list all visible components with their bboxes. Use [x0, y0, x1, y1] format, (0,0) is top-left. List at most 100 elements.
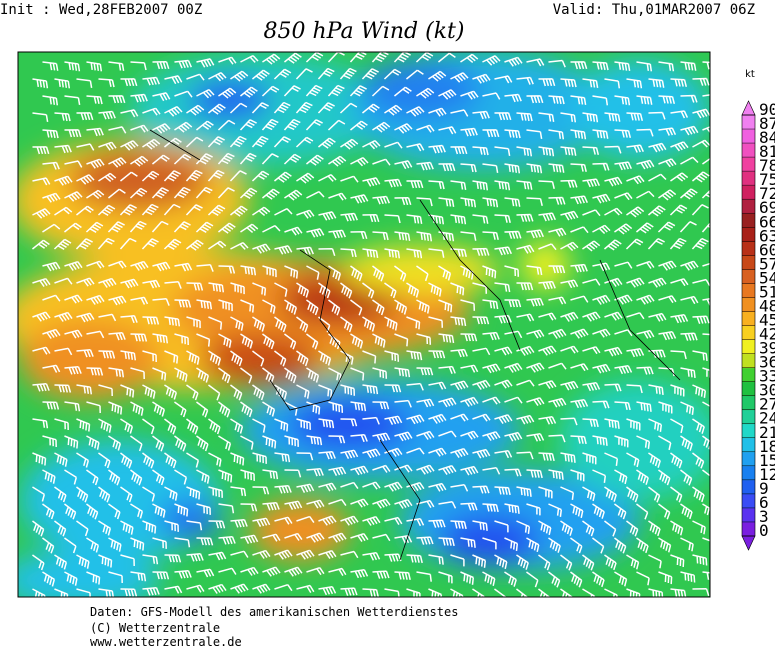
wind-barb: [406, 248, 423, 259]
wind-barb: [724, 123, 742, 131]
wind-barb: [174, 333, 189, 346]
wind-barb: [32, 452, 47, 466]
wind-barb: [714, 419, 725, 434]
wind-barb: [274, 282, 288, 297]
wind-barb: [130, 61, 147, 71]
wind-barb: [548, 163, 565, 173]
wind-barb: [604, 383, 622, 392]
wind-barb: [76, 520, 89, 537]
wind-barb: [538, 554, 551, 571]
wind-barb: [702, 537, 710, 542]
wind-barb: [262, 566, 281, 577]
wind-barb: [230, 242, 249, 250]
wind-barb: [372, 498, 391, 509]
wind-barb: [570, 195, 588, 205]
wind-barb: [86, 61, 103, 72]
wind-barb: [548, 503, 563, 517]
wind-barb: [362, 350, 377, 364]
color-box: [742, 185, 755, 200]
wind-barb: [108, 401, 123, 415]
wind-barb: [526, 58, 545, 67]
wind-barb: [438, 365, 456, 374]
wind-barb: [626, 418, 641, 431]
wind-barb: [164, 316, 181, 327]
wind-barb: [394, 571, 411, 580]
wind-barb: [570, 129, 587, 140]
wind-barb: [680, 469, 693, 486]
map-frame: [17, 51, 711, 598]
wind-barb: [362, 282, 375, 299]
wind-barb: [186, 452, 200, 468]
wind-barb: [151, 220, 169, 233]
wind-barb: [86, 469, 99, 486]
color-box: [742, 227, 755, 242]
wind-barb: [714, 351, 727, 363]
wind-barb: [680, 503, 693, 520]
wind-barb: [384, 415, 403, 425]
wind-barb: [450, 447, 469, 459]
wind-barb: [54, 418, 69, 431]
wind-barb: [340, 418, 358, 427]
wind-barb: [648, 452, 661, 468]
wind-barb: [428, 282, 442, 297]
wind-barb: [350, 265, 363, 282]
wind-barb: [64, 503, 77, 520]
wind-barb: [504, 431, 523, 442]
wind-barb: [240, 503, 258, 512]
wind-barb: [120, 350, 137, 361]
wind-barb: [372, 464, 391, 473]
wind-barb: [482, 92, 501, 100]
wind-barb: [472, 146, 489, 156]
wind-barb: [680, 435, 693, 451]
wind-barb: [394, 299, 408, 315]
tick-label: 63: [759, 226, 775, 245]
wind-barb: [658, 158, 677, 168]
wind-barb: [76, 112, 94, 121]
wind-barb: [64, 401, 81, 412]
wind-barb: [350, 465, 369, 476]
wind-barb: [450, 72, 469, 83]
wind-barb: [472, 448, 491, 459]
wind-barb: [714, 385, 726, 399]
tick-label: 0: [759, 521, 769, 540]
wind-barb: [614, 365, 633, 375]
wind-barb: [97, 237, 115, 250]
wind-barb: [130, 537, 145, 551]
wind-barb: [560, 179, 578, 188]
wind-barb: [318, 515, 337, 526]
wind-barb: [406, 382, 424, 391]
wind-barb: [306, 499, 325, 509]
wind-barb: [428, 70, 447, 82]
wind-barb: [604, 486, 617, 502]
wind-barb: [273, 171, 292, 183]
wind-barb: [340, 481, 359, 490]
color-box: [742, 507, 755, 523]
wind-barb: [305, 52, 324, 63]
wind-barb: [296, 209, 315, 219]
wind-barb: [692, 139, 710, 148]
wind-barb: [252, 316, 266, 332]
wind-barb: [152, 367, 167, 381]
wind-barb: [482, 466, 501, 475]
wind-barb: [669, 237, 687, 250]
wind-barb: [252, 452, 267, 464]
wind-barb: [284, 226, 303, 236]
color-box: [742, 283, 755, 298]
wind-barb: [196, 568, 215, 578]
wind-barb: [163, 203, 181, 216]
wind-barb: [274, 384, 288, 400]
wind-barb: [560, 146, 577, 156]
wind-barb: [120, 418, 134, 434]
wind-barb: [570, 571, 583, 588]
tick-label: 36: [759, 353, 775, 372]
wind-barb: [701, 222, 710, 233]
wind-barb: [416, 333, 432, 345]
wind-barb: [428, 144, 446, 154]
wind-barb: [186, 384, 199, 401]
wind-barb: [626, 206, 645, 218]
wind-barb: [438, 163, 456, 172]
wind-barb: [526, 503, 541, 516]
color-box: [742, 255, 755, 270]
wind-barb: [362, 416, 380, 425]
wind-barb: [438, 500, 457, 509]
